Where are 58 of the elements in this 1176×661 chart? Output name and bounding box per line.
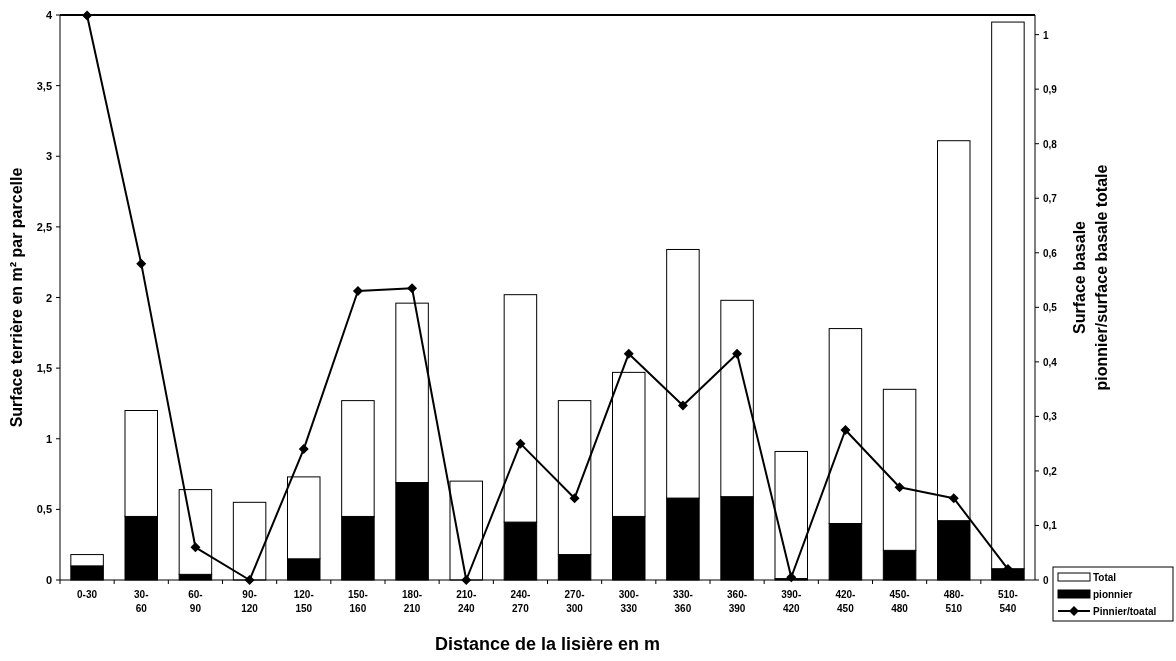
point (623, 348, 634, 359)
y-axis-title: Surface terrière en m² par parcelle (8, 167, 25, 428)
x-tick-label: 30-60 (134, 589, 149, 614)
y2-tick-label: 0,5 (1043, 302, 1058, 314)
point (298, 444, 309, 455)
point (407, 283, 418, 294)
x-tick-label: 270-300 (564, 589, 585, 614)
x-tick-label: 300-330 (618, 589, 639, 614)
y-tick-label: 4 (45, 9, 53, 21)
y-tick-label: 2 (45, 291, 52, 304)
x-tick-label: 480-510 (943, 589, 964, 614)
x-tick-label: 120-150 (293, 589, 314, 614)
x-tick-label: 510-540 (997, 589, 1018, 614)
y-tick-label: 0 (45, 574, 52, 586)
y2-tick-label: 0,4 (1043, 356, 1058, 368)
point (894, 482, 905, 493)
y-tick-label: 2,5 (36, 220, 52, 233)
y2-tick-label: 0,8 (1043, 138, 1058, 150)
point (569, 493, 580, 504)
y2-tick-label: 0 (1043, 575, 1049, 586)
x-tick-label: 330-360 (672, 589, 693, 614)
point (190, 542, 201, 553)
bar (178, 489, 213, 575)
point (732, 348, 743, 359)
x-tick-label: 60-90 (188, 589, 203, 614)
y-tick-label: 3 (45, 150, 52, 163)
point (840, 425, 851, 436)
point (677, 400, 688, 411)
y2-tick-label: 0,3 (1043, 411, 1058, 423)
y-tick-label: 0,5 (36, 503, 52, 516)
point (136, 258, 147, 269)
point (352, 285, 363, 296)
x-axis-title: Distance de la lisière en m (434, 634, 661, 654)
y-tick-label: 1,5 (36, 362, 52, 375)
legend-label: pionnier (1093, 589, 1133, 600)
y2-tick-label: 0,9 (1043, 84, 1058, 96)
y2-tick-label: 0,6 (1043, 247, 1058, 259)
point (948, 493, 959, 504)
x-tick-label: 90-120 (241, 589, 259, 614)
y2-tick-label: 0,7 (1043, 193, 1058, 205)
x-tick-label: 360-390 (727, 589, 748, 614)
x-tick-label: 240-270 (510, 589, 531, 614)
y-tick-label: 1 (45, 432, 52, 445)
x-tick-label: 420-450 (835, 589, 856, 614)
y2-tick-label: 0,2 (1043, 465, 1058, 477)
x-tick-label: 450-480 (889, 589, 910, 614)
x-tick-label: 150-160 (347, 589, 368, 614)
y2-tick-label: 0,1 (1043, 520, 1058, 532)
x-tick-label: 180-210 (402, 589, 423, 614)
legend-label: Total (1093, 572, 1117, 583)
x-tick-label: 390-420 (781, 589, 802, 614)
x-tick-label: 0-30 (77, 589, 98, 600)
y2-tick-label: 1 (1043, 29, 1049, 41)
y2-axis-title: Surface basale pionnier/surface basale totale (1071, 164, 1110, 391)
x-tick-label: 210-240 (456, 589, 477, 614)
point (515, 438, 526, 449)
y-tick-label: 3,5 (36, 79, 52, 92)
legend-label: Pinnier/toatal (1093, 606, 1157, 617)
